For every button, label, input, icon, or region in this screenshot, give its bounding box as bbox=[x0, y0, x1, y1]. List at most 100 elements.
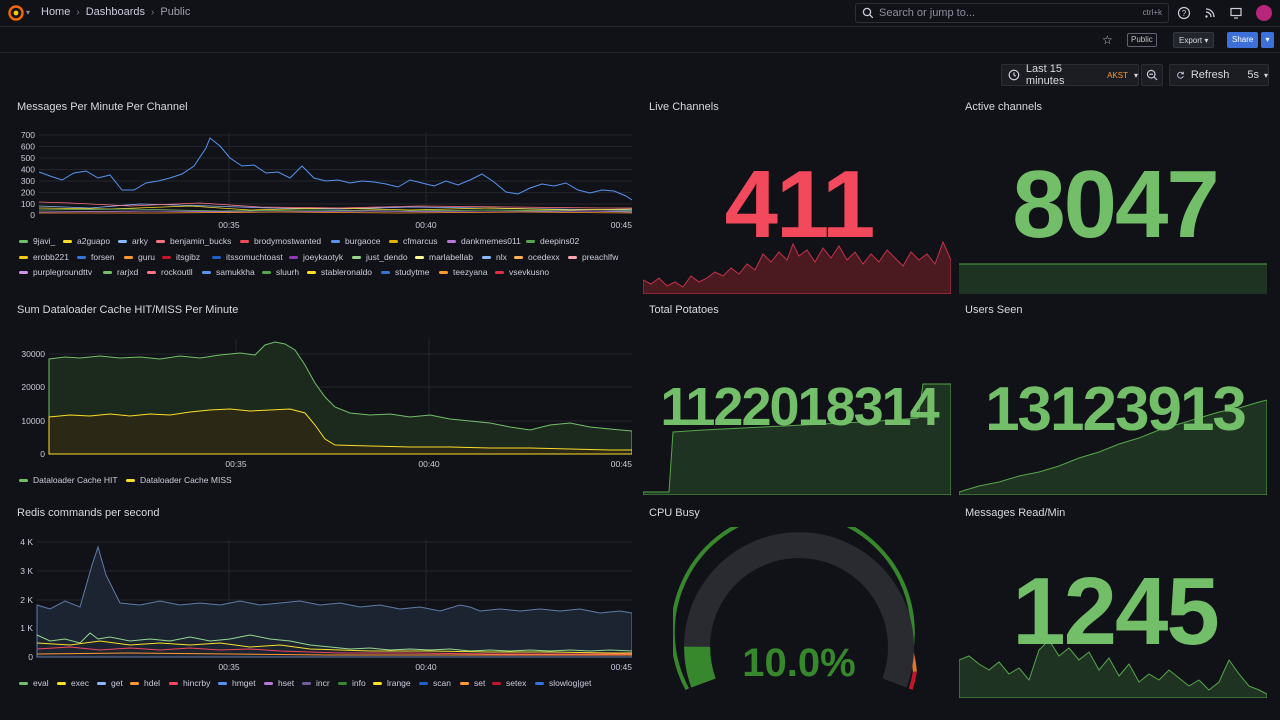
y-tick: 0 bbox=[28, 652, 33, 662]
legend-item[interactable]: nlx bbox=[482, 252, 507, 262]
legend-item[interactable]: marlabellab bbox=[415, 252, 473, 262]
legend-item[interactable]: stableronaldo bbox=[307, 267, 372, 277]
legend-item[interactable]: Dataloader Cache HIT bbox=[19, 475, 118, 485]
panel-title[interactable]: Sum Dataloader Cache HIT/MISS Per Minute bbox=[17, 304, 239, 316]
refresh-label[interactable]: Refresh bbox=[1190, 69, 1230, 81]
x-tick: 00:40 bbox=[415, 662, 437, 672]
legend-item[interactable]: arky bbox=[118, 236, 148, 246]
time-range-label: Last 15 minutes bbox=[1025, 63, 1065, 87]
legend-item[interactable]: studytme bbox=[381, 267, 430, 277]
legend-item[interactable]: itssomuchtoast bbox=[212, 252, 283, 262]
search-shortcut: ctrl+k bbox=[1142, 8, 1162, 17]
legend-item[interactable]: hincrby bbox=[169, 678, 210, 688]
series-line bbox=[38, 201, 632, 209]
legend-dataloader: Dataloader Cache HIT Dataloader Cache MI… bbox=[19, 475, 419, 489]
legend-item[interactable]: scan bbox=[419, 678, 451, 688]
series-area-cache-miss bbox=[48, 408, 632, 455]
legend-item[interactable]: a2guapo bbox=[63, 236, 110, 246]
legend-item[interactable]: erobb221 bbox=[19, 252, 69, 262]
share-button[interactable]: Share bbox=[1227, 32, 1259, 48]
legend-item[interactable]: deepins02 bbox=[526, 236, 579, 246]
panel-title[interactable]: Messages Per Minute Per Channel bbox=[17, 101, 188, 113]
chevron-down-icon: ▾ bbox=[1263, 70, 1268, 80]
messages-read-sparkline bbox=[959, 639, 1267, 698]
breadcrumb-home[interactable]: Home bbox=[41, 6, 71, 18]
legend-item[interactable]: preachlfw bbox=[568, 252, 618, 262]
x-axis: 00:35 00:40 00:45 bbox=[218, 220, 632, 230]
legend-item[interactable]: purplegroundttv bbox=[19, 267, 92, 277]
legend-item[interactable]: exec bbox=[57, 678, 89, 688]
legend-item[interactable]: hdel bbox=[130, 678, 160, 688]
legend-item[interactable]: brodymostwanted bbox=[240, 236, 321, 246]
legend-item[interactable]: benjamin_bucks bbox=[156, 236, 231, 246]
gauge-threshold-green bbox=[673, 527, 915, 691]
legend-item[interactable]: slowlog|get bbox=[535, 678, 591, 688]
y-tick: 4 K bbox=[20, 537, 33, 547]
star-icon[interactable]: ☆ bbox=[1102, 33, 1113, 47]
avatar[interactable] bbox=[1256, 5, 1272, 21]
legend-item[interactable]: eval bbox=[19, 678, 49, 688]
legend-item[interactable]: itsgibz bbox=[162, 252, 200, 262]
search-input[interactable]: Search or jump to... ctrl+k bbox=[855, 3, 1169, 23]
panel-title[interactable]: Messages Read/Min bbox=[965, 507, 1066, 519]
legend-item[interactable]: 9javi_ bbox=[19, 236, 55, 246]
legend-item[interactable]: hset bbox=[264, 678, 294, 688]
monitor-icon[interactable] bbox=[1229, 6, 1243, 20]
legend-item[interactable]: guru bbox=[124, 252, 155, 262]
panel-title[interactable]: CPU Busy bbox=[649, 507, 700, 519]
rss-icon[interactable] bbox=[1203, 6, 1217, 20]
panel-title[interactable]: Active channels bbox=[965, 101, 1043, 113]
search-placeholder: Search or jump to... bbox=[879, 7, 975, 19]
legend-item[interactable]: lrange bbox=[373, 678, 411, 688]
legend-item[interactable]: ocedexx bbox=[514, 252, 560, 262]
legend-item[interactable]: dankmemes011 bbox=[447, 236, 521, 246]
x-axis: 00:35 00:40 00:45 bbox=[218, 662, 632, 672]
refresh-picker[interactable]: Refresh 5s ▾ bbox=[1169, 64, 1269, 86]
dataloader-timeseries-chart: 30000 20000 10000 0 00:35 00:40 00:45 bbox=[21, 339, 632, 469]
panel-title[interactable]: Total Potatoes bbox=[649, 304, 719, 316]
share-dropdown-button[interactable]: ▾ bbox=[1261, 32, 1274, 48]
panel-total-potatoes: Total Potatoes bbox=[649, 304, 949, 494]
legend-item[interactable]: samukkha bbox=[202, 267, 255, 277]
legend-item[interactable]: set bbox=[460, 678, 485, 688]
refresh-interval[interactable]: 5s bbox=[1247, 69, 1259, 81]
grafana-logo-icon[interactable] bbox=[8, 5, 24, 21]
x-tick: 00:35 bbox=[218, 662, 240, 672]
panel-messages-read: Messages Read/Min bbox=[965, 507, 1265, 697]
help-icon[interactable]: ? bbox=[1177, 6, 1191, 20]
legend-item[interactable]: rockoutll bbox=[147, 267, 193, 277]
legend-item[interactable]: vsevkusno bbox=[495, 267, 549, 277]
series-line bbox=[39, 211, 632, 214]
panel-title[interactable]: Redis commands per second bbox=[17, 507, 160, 519]
legend-item[interactable]: cfmarcus bbox=[389, 236, 437, 246]
y-tick: 200 bbox=[21, 188, 35, 198]
zoom-out-button[interactable] bbox=[1141, 64, 1163, 86]
legend-item[interactable]: burgaoce bbox=[331, 236, 380, 246]
legend-item[interactable]: hmget bbox=[218, 678, 256, 688]
y-tick: 20000 bbox=[21, 382, 45, 392]
legend-item[interactable]: sluurh bbox=[262, 267, 299, 277]
legend-item[interactable]: rarjxd bbox=[103, 267, 138, 277]
chevron-down-icon[interactable]: ▾ bbox=[26, 8, 31, 17]
legend-item[interactable]: joeykaotyk bbox=[289, 252, 343, 262]
grid-lines bbox=[39, 132, 632, 215]
legend-item[interactable]: setex bbox=[492, 678, 526, 688]
panel-title[interactable]: Live Channels bbox=[649, 101, 719, 113]
y-tick: 3 K bbox=[20, 566, 33, 576]
legend-item[interactable]: info bbox=[338, 678, 366, 688]
series-line-exec bbox=[36, 640, 632, 654]
breadcrumb-dashboards[interactable]: Dashboards bbox=[85, 6, 146, 18]
legend-item[interactable]: Dataloader Cache MISS bbox=[126, 475, 232, 485]
legend-item[interactable]: just_dendo bbox=[352, 252, 408, 262]
time-range-picker[interactable]: Last 15 minutes AKST ▾ bbox=[1001, 63, 1139, 87]
panel-title[interactable]: Users Seen bbox=[965, 304, 1023, 316]
legend-item[interactable]: incr bbox=[302, 678, 330, 688]
y-tick: 500 bbox=[21, 153, 35, 163]
legend-item[interactable]: teezyana bbox=[439, 267, 488, 277]
gauge-threshold-red bbox=[908, 671, 917, 690]
export-button[interactable]: Export ▾ bbox=[1173, 32, 1215, 48]
y-tick: 600 bbox=[21, 142, 35, 152]
legend-item[interactable]: get bbox=[97, 678, 123, 688]
y-tick: 300 bbox=[21, 176, 35, 186]
legend-item[interactable]: forsen bbox=[77, 252, 115, 262]
